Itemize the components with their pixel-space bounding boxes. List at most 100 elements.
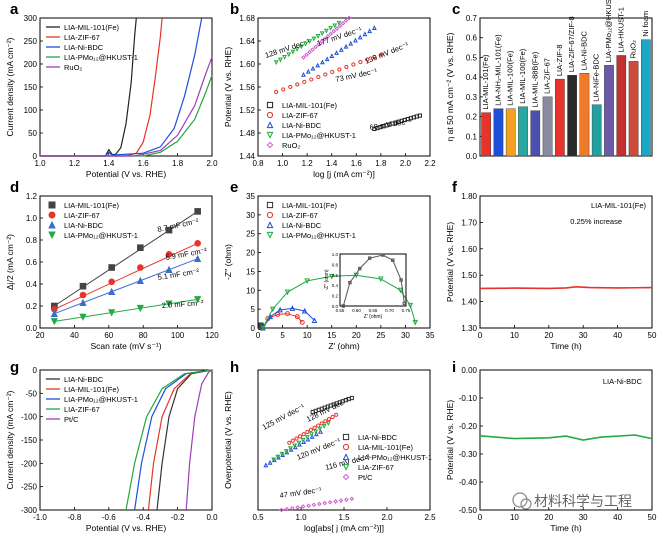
data-point bbox=[324, 56, 330, 62]
y-axis-label: η at 50 mA cm⁻² (V vs. RHE) bbox=[445, 32, 455, 141]
data-point bbox=[371, 25, 377, 30]
x-tick-label: 40 bbox=[613, 331, 622, 340]
data-point bbox=[322, 500, 328, 506]
legend-label: RuO₂ bbox=[64, 63, 82, 72]
data-point bbox=[337, 23, 343, 29]
x-tick-label: 1.8 bbox=[172, 159, 184, 168]
y-tick-label: 1.2 bbox=[26, 192, 38, 201]
data-point bbox=[344, 497, 349, 502]
x-axis-label: Z' (ohm) bbox=[328, 341, 360, 351]
y-tick-label: 0.1 bbox=[466, 132, 478, 141]
data-point bbox=[301, 307, 308, 314]
inset-point bbox=[358, 266, 362, 271]
legend-label: Pt/C bbox=[64, 415, 79, 424]
y-tick-label: 0 bbox=[251, 324, 256, 333]
data-point bbox=[287, 440, 292, 445]
y-tick-label: 0.6 bbox=[26, 258, 38, 267]
bar-label: LIA-ZIF-8 bbox=[555, 44, 564, 76]
data-point bbox=[353, 37, 358, 43]
series-line bbox=[40, 75, 213, 157]
x-tick-label: 2.0 bbox=[206, 159, 218, 168]
data-point bbox=[281, 87, 286, 92]
data-point bbox=[282, 55, 287, 60]
inset-frame bbox=[339, 253, 407, 307]
data-point bbox=[307, 49, 312, 55]
x-tick-label: 20 bbox=[36, 331, 45, 340]
y-tick-label: 1.64 bbox=[239, 37, 255, 46]
y-tick-label: 0.2 bbox=[26, 302, 38, 311]
x-tick-label: 1.8 bbox=[375, 159, 387, 168]
data-point bbox=[299, 319, 305, 325]
data-point bbox=[357, 34, 363, 40]
data-point bbox=[108, 309, 116, 317]
plot-frame bbox=[479, 195, 653, 329]
x-tick-label: 5 bbox=[280, 331, 285, 340]
data-point bbox=[194, 296, 202, 304]
series-annotation: LIA-MIL-101(Fe) bbox=[591, 201, 647, 210]
data-point bbox=[309, 432, 314, 438]
x-tick-label: 100 bbox=[171, 331, 185, 340]
data-point bbox=[337, 67, 342, 72]
legend-label: LIA-PMo₁₂@HKUST-1 bbox=[64, 231, 138, 240]
data-point bbox=[108, 278, 115, 286]
panel-label: i bbox=[452, 359, 456, 376]
data-point bbox=[310, 47, 315, 52]
data-point bbox=[306, 503, 311, 508]
y-tick-label: 1.30 bbox=[461, 324, 477, 333]
plot-frame bbox=[479, 369, 653, 511]
y-tick-label: 250 bbox=[24, 37, 38, 46]
data-point bbox=[286, 52, 292, 58]
data-point bbox=[295, 505, 300, 510]
y-tick-label: 15 bbox=[246, 267, 255, 276]
data-point bbox=[343, 43, 349, 49]
data-point bbox=[307, 39, 313, 45]
data-point bbox=[284, 289, 291, 296]
y-tick-label: 30 bbox=[246, 211, 255, 220]
data-point bbox=[294, 314, 300, 320]
y-tick-label: 0.6 bbox=[466, 34, 478, 43]
data-point bbox=[283, 449, 289, 454]
y-tick-label: 1.60 bbox=[461, 245, 477, 254]
x-tick-label: 10 bbox=[510, 513, 519, 522]
data-point bbox=[79, 291, 87, 299]
y-tick-label: 100 bbox=[24, 106, 38, 115]
bar bbox=[493, 108, 504, 157]
data-point bbox=[301, 71, 306, 77]
data-point bbox=[50, 309, 58, 317]
legend-marker bbox=[48, 201, 56, 209]
bar-label: Ni foam bbox=[641, 11, 650, 37]
y-tick-label: -0.20 bbox=[459, 422, 478, 431]
data-point bbox=[165, 265, 173, 273]
capacitance-annotation: 5.1 mF cm⁻² bbox=[157, 266, 200, 282]
data-point bbox=[316, 74, 321, 80]
y-tick-label: 0.3 bbox=[466, 93, 478, 102]
x-tick-label: 0.5 bbox=[252, 513, 264, 522]
data-point bbox=[290, 49, 296, 55]
data-point bbox=[349, 395, 354, 401]
fit-line bbox=[54, 242, 198, 310]
x-tick-label: 35 bbox=[426, 331, 435, 340]
x-axis-label: Potential (V vs. RHE) bbox=[86, 169, 166, 179]
inset-y-tick-label: 1.0 bbox=[332, 252, 339, 257]
data-point bbox=[277, 57, 283, 63]
data-point bbox=[284, 311, 290, 317]
data-point bbox=[330, 69, 335, 75]
legend-label: LIA-Ni-BDC bbox=[64, 375, 104, 384]
legend-marker bbox=[266, 141, 274, 149]
y-tick-label: -150 bbox=[21, 436, 38, 445]
y-tick-label: -0.50 bbox=[459, 506, 478, 515]
y-tick-label: -100 bbox=[21, 413, 38, 422]
slope-annotation: 128 mV dec⁻¹ bbox=[305, 395, 351, 424]
y-tick-label: -0.30 bbox=[459, 450, 478, 459]
bar bbox=[591, 104, 602, 157]
data-point bbox=[279, 451, 285, 457]
legend-label: LIA-ZIF-67 bbox=[282, 111, 318, 120]
data-point bbox=[50, 318, 58, 326]
fit-line bbox=[54, 258, 198, 315]
bar bbox=[505, 108, 516, 157]
series-line bbox=[262, 274, 416, 329]
x-axis-label: log [j (mA cm⁻²)] bbox=[313, 169, 375, 179]
x-tick-label: 2.2 bbox=[424, 159, 436, 168]
increase-annotation: 0.25% increase bbox=[570, 217, 622, 226]
